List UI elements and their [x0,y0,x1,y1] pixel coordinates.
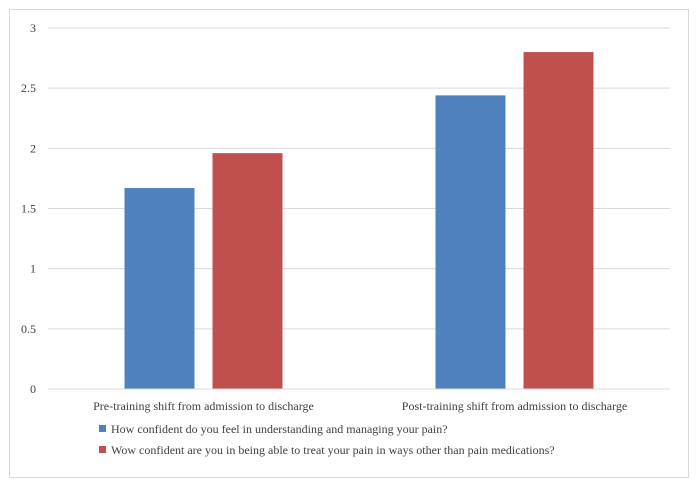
bar-understanding-pre [124,188,195,389]
y-tick-label: 3 [30,21,36,35]
x-category-label: Pre-training shift from admission to dis… [93,399,314,413]
y-tick-label: 0.5 [21,322,36,336]
x-category-label: Post-training shift from admission to di… [402,399,627,413]
x-axis-categories: Pre-training shift from admission to dis… [93,399,627,413]
y-tick-label: 2 [30,141,36,155]
legend-label: How confident do you feel in understandi… [111,422,448,436]
y-tick-label: 1 [30,262,36,276]
legend-swatch [99,425,106,432]
legend-swatch [99,446,106,453]
y-tick-label: 2.5 [21,81,36,95]
bar-alternative-pre [212,153,283,389]
y-axis-ticks: 0 0.5 1 1.5 2 2.5 3 [21,21,36,396]
legend: How confident do you feel in understandi… [99,422,555,457]
y-tick-label: 1.5 [21,202,36,216]
legend-label: Wow confident are you in being able to t… [111,443,555,457]
y-tick-label: 0 [30,382,36,396]
bars [124,52,594,390]
bar-understanding-post [435,95,506,390]
bar-alternative-post [523,52,594,390]
